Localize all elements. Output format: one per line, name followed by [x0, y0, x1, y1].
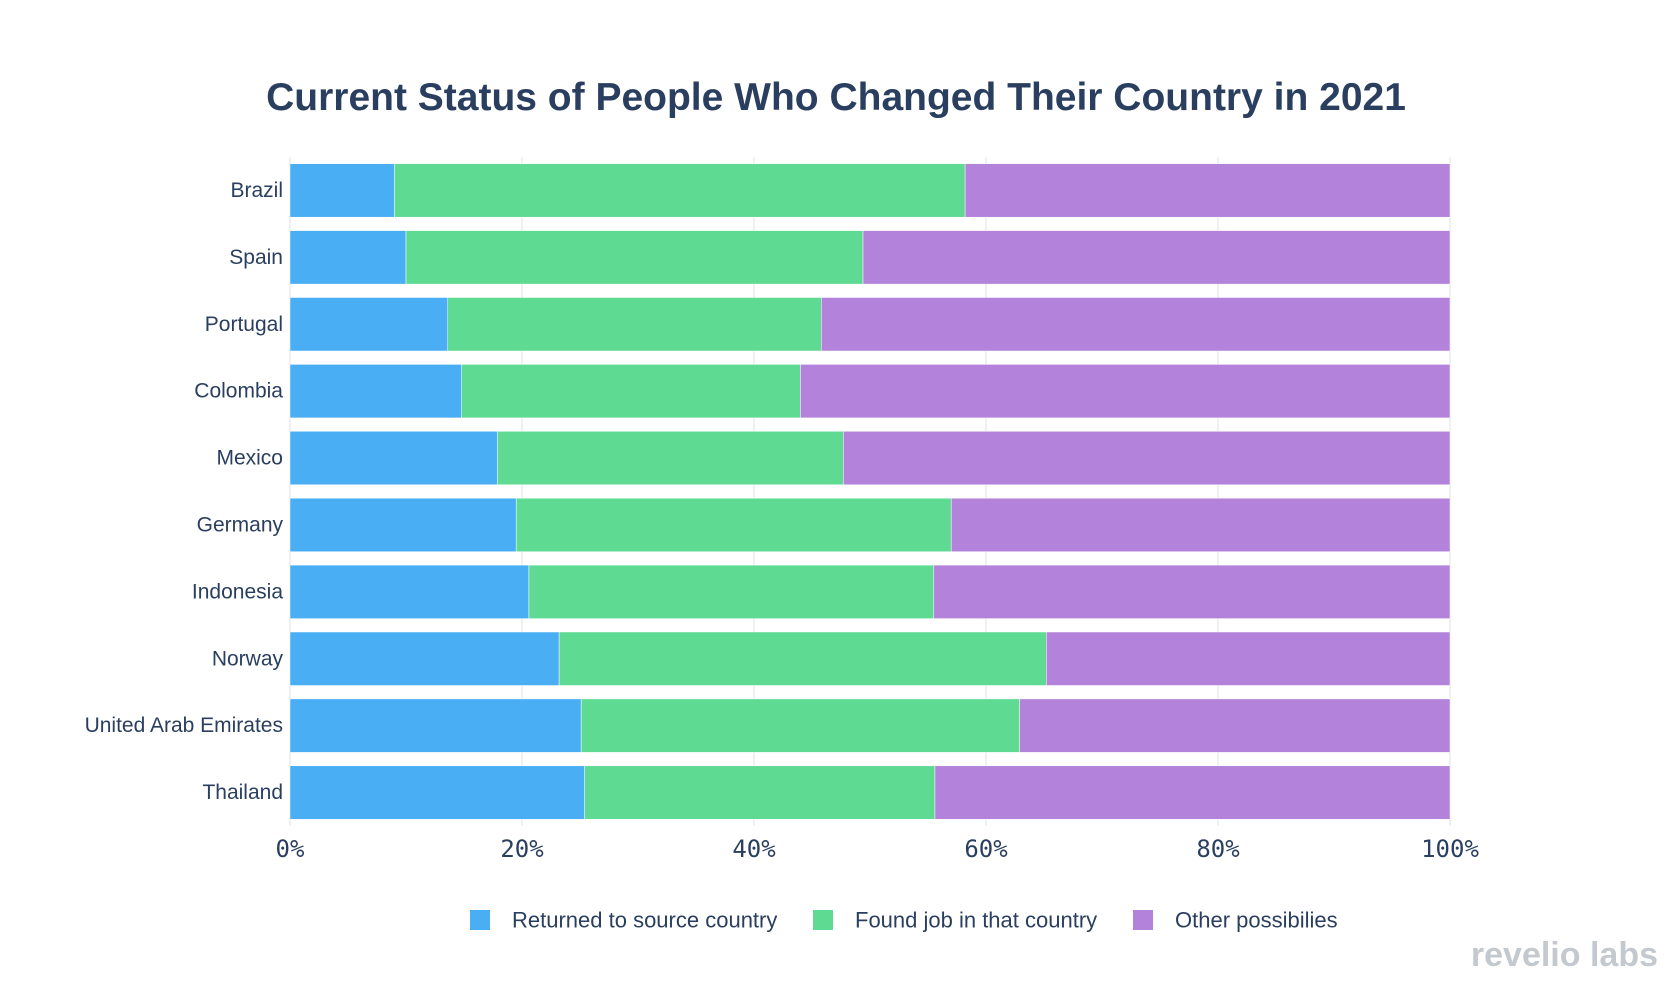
bar-segment[interactable]: [934, 765, 1451, 820]
bar-segment[interactable]: [800, 364, 1451, 419]
category-labels: Brazil Spain Portugal Colombia Mexico Germany…: [85, 179, 284, 804]
bar-segment[interactable]: [964, 163, 1451, 218]
x-tick-label: 0%: [276, 835, 305, 863]
category-label: Colombia: [194, 380, 283, 403]
bar-segment[interactable]: [289, 163, 395, 218]
x-tick-label: 20%: [500, 835, 544, 863]
bar-segment[interactable]: [289, 631, 560, 686]
bar-segment[interactable]: [405, 230, 864, 285]
category-label: Germany: [197, 513, 284, 536]
bar-segment[interactable]: [950, 497, 1451, 552]
category-label: United Arab Emirates: [85, 714, 283, 737]
legend-swatch[interactable]: [1133, 910, 1153, 930]
bar-segment[interactable]: [289, 364, 462, 419]
bar-segment[interactable]: [289, 765, 585, 820]
bar-segment[interactable]: [584, 765, 936, 820]
bar-segment[interactable]: [447, 297, 822, 352]
legend-label[interactable]: Returned to source country: [512, 908, 777, 933]
x-tick-label: 40%: [732, 835, 776, 863]
category-label: Brazil: [230, 179, 283, 202]
chart-title: Current Status of People Who Changed The…: [266, 76, 1406, 119]
bar-segment[interactable]: [289, 564, 530, 619]
bar-segment[interactable]: [821, 297, 1451, 352]
legend-label[interactable]: Found job in that country: [855, 908, 1097, 933]
x-tick-label: 100%: [1421, 835, 1479, 863]
bar-segment[interactable]: [558, 631, 1047, 686]
category-label: Spain: [229, 246, 283, 269]
bar-segment[interactable]: [289, 431, 498, 486]
x-tick-label: 80%: [1196, 835, 1240, 863]
category-label: Thailand: [202, 781, 283, 804]
bar-segment[interactable]: [289, 497, 517, 552]
category-label: Mexico: [216, 447, 283, 470]
bar-segment[interactable]: [862, 230, 1451, 285]
bar-segment[interactable]: [497, 431, 844, 486]
category-label: Norway: [212, 647, 284, 670]
legend-label[interactable]: Other possibilies: [1175, 908, 1338, 933]
bar-segment[interactable]: [1019, 698, 1451, 753]
legend[interactable]: Returned to source country Found job in t…: [470, 908, 1338, 933]
bars: [289, 163, 1451, 820]
bar-segment[interactable]: [1046, 631, 1451, 686]
x-tick-label: 60%: [964, 835, 1008, 863]
bar-segment[interactable]: [394, 163, 966, 218]
bar-segment[interactable]: [461, 364, 801, 419]
x-axis-ticks: 0% 20% 40% 60% 80% 100%: [276, 835, 1480, 863]
bar-segment[interactable]: [289, 230, 407, 285]
watermark-logo: revelio labs: [1471, 936, 1658, 974]
legend-swatch[interactable]: [470, 910, 490, 930]
bar-segment[interactable]: [843, 431, 1451, 486]
bar-segment[interactable]: [528, 564, 935, 619]
bar-segment[interactable]: [580, 698, 1020, 753]
category-label: Portugal: [205, 313, 283, 336]
category-label: Indonesia: [192, 580, 283, 603]
bar-segment[interactable]: [933, 564, 1451, 619]
legend-swatch[interactable]: [813, 910, 833, 930]
bar-segment[interactable]: [289, 698, 582, 753]
bar-segment[interactable]: [289, 297, 449, 352]
bar-segment[interactable]: [515, 497, 952, 552]
